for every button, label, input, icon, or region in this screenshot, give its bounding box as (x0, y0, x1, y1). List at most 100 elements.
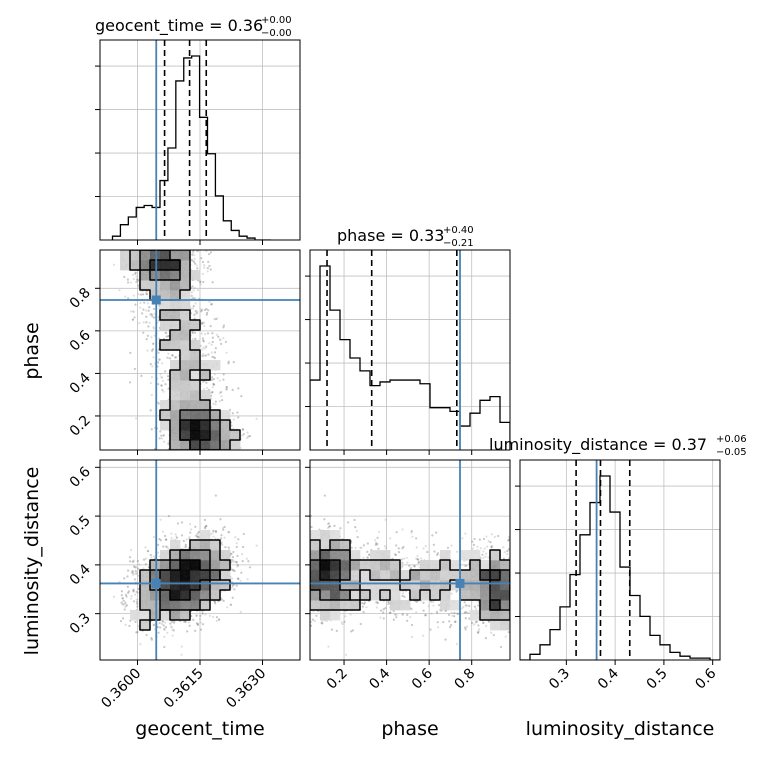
scatter-point (160, 376, 163, 379)
density-cell (120, 250, 131, 261)
density-cell (160, 410, 171, 421)
scatter-point (212, 383, 215, 386)
scatter-point (170, 537, 173, 540)
scatter-point (134, 417, 138, 420)
density-cell (230, 440, 241, 450)
scatter-point (188, 535, 191, 539)
scatter-point (201, 272, 204, 275)
scatter-point (211, 281, 214, 284)
scatter-point (162, 434, 165, 437)
scatter-point (222, 324, 226, 327)
scatter-point (201, 354, 204, 358)
scatter-point (200, 257, 203, 260)
density-cell (170, 270, 181, 281)
scatter-point (195, 614, 198, 617)
scatter-point (202, 280, 205, 284)
scatter-point (146, 334, 149, 337)
title-phase: phase = 0.33 +0.40 −0.21 (337, 225, 474, 249)
scatter-point (211, 390, 214, 394)
scatter-point (205, 381, 208, 384)
scatter-point (152, 326, 155, 329)
scatter-point (255, 417, 258, 420)
scatter-point (202, 346, 205, 349)
scatter-point (232, 568, 235, 572)
scatter-point (167, 378, 170, 381)
scatter-point (194, 309, 197, 313)
scatter-point (225, 386, 228, 389)
scatter-point (164, 331, 167, 334)
scatter-point (196, 288, 199, 292)
scatter-point (147, 309, 150, 312)
scatter-point (210, 355, 214, 358)
scatter-point (139, 643, 142, 646)
scatter-point (131, 273, 135, 276)
scatter-point (222, 324, 226, 327)
scatter-point (201, 354, 204, 358)
scatter-point (211, 336, 214, 339)
scatter-point (149, 409, 152, 412)
scatter-point (192, 250, 195, 253)
scatter-point (161, 379, 165, 383)
scatter-point (192, 260, 196, 263)
scatter-point (158, 304, 161, 307)
scatter-point (192, 289, 195, 292)
scatter-point (167, 334, 170, 338)
scatter-point (205, 313, 208, 316)
scatter-point (218, 391, 221, 395)
scatter-point (148, 306, 151, 309)
scatter-point (206, 332, 210, 335)
scatter-point (142, 331, 145, 334)
title-luminosity-distance-plus: +0.06 (716, 434, 747, 445)
density-cell (190, 430, 201, 441)
scatter-point (156, 361, 160, 364)
density-cell (120, 260, 131, 271)
scatter-point (129, 351, 132, 354)
scatter-point (191, 253, 194, 256)
density-cell (190, 400, 201, 411)
scatter-point (160, 437, 164, 440)
title-geocent-time-minus: −0.00 (261, 28, 292, 39)
scatter-point (133, 367, 136, 371)
scatter-point (204, 613, 207, 616)
density-cell (180, 390, 191, 401)
scatter-point (206, 270, 209, 273)
scatter-point (159, 518, 162, 521)
scatter-point (208, 342, 211, 345)
density-cell (190, 410, 201, 421)
scatter-point (222, 373, 225, 376)
title-geocent-time-plus: +0.00 (261, 15, 292, 26)
scatter-point (160, 434, 163, 437)
scatter-point (221, 399, 224, 402)
scatter-point (133, 367, 136, 371)
density-cell (170, 400, 181, 411)
scatter-point (202, 280, 205, 284)
density-cell (210, 430, 221, 441)
density-cell (170, 390, 181, 401)
scatter-point (147, 325, 150, 328)
scatter-point (225, 351, 228, 354)
scatter-point (145, 337, 148, 341)
scatter-point (157, 351, 160, 354)
x-axis-label-luminosity-distance: luminosity_distance (526, 718, 715, 740)
scatter-point (208, 264, 211, 268)
scatter-point (205, 307, 208, 311)
density-cell (190, 340, 201, 351)
scatter-point (210, 378, 213, 382)
scatter-point (206, 266, 209, 270)
scatter-point (152, 307, 156, 311)
scatter-point (209, 325, 212, 328)
title-phase-minus: −0.21 (443, 238, 474, 249)
scatter-point (164, 331, 167, 334)
scatter-point (237, 416, 240, 419)
scatter-point (193, 297, 197, 300)
scatter-point (193, 254, 196, 257)
scatter-point (161, 388, 164, 391)
scatter-point (162, 440, 166, 443)
density-cell (190, 420, 201, 431)
density-cell (200, 410, 211, 421)
scatter-point (123, 603, 126, 606)
scatter-point (165, 356, 169, 359)
scatter-point (152, 623, 155, 626)
scatter-point (130, 310, 133, 313)
